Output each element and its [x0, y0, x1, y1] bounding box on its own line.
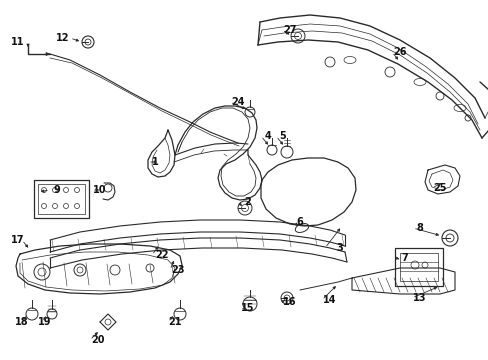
Bar — [394, 248, 442, 286]
Text: 5: 5 — [279, 131, 286, 141]
Ellipse shape — [453, 104, 465, 112]
Text: 9: 9 — [54, 185, 60, 195]
Text: 1: 1 — [151, 157, 158, 167]
Text: 26: 26 — [392, 47, 406, 57]
Text: 10: 10 — [93, 185, 106, 195]
Text: 27: 27 — [283, 25, 296, 35]
Text: 17: 17 — [11, 235, 25, 245]
Text: 18: 18 — [15, 317, 29, 327]
Text: 3: 3 — [336, 243, 343, 253]
Ellipse shape — [413, 78, 425, 85]
Ellipse shape — [343, 57, 355, 63]
Text: 19: 19 — [38, 317, 52, 327]
Text: 8: 8 — [416, 223, 423, 233]
Bar — [38, 184, 85, 214]
Text: 4: 4 — [264, 131, 271, 141]
Text: 12: 12 — [56, 33, 70, 43]
Text: 25: 25 — [432, 183, 446, 193]
Text: 23: 23 — [171, 265, 184, 275]
Bar — [399, 253, 437, 281]
Text: 15: 15 — [241, 303, 254, 313]
Text: 2: 2 — [244, 197, 251, 207]
Ellipse shape — [295, 224, 308, 233]
Text: 6: 6 — [296, 217, 303, 227]
Bar — [34, 180, 89, 218]
Text: 13: 13 — [412, 293, 426, 303]
Text: 11: 11 — [11, 37, 25, 47]
Text: 22: 22 — [155, 250, 168, 260]
Text: 21: 21 — [168, 317, 182, 327]
Text: 20: 20 — [91, 335, 104, 345]
Text: 24: 24 — [231, 97, 244, 107]
Text: 16: 16 — [283, 297, 296, 307]
Text: 7: 7 — [401, 253, 407, 263]
Text: 14: 14 — [323, 295, 336, 305]
